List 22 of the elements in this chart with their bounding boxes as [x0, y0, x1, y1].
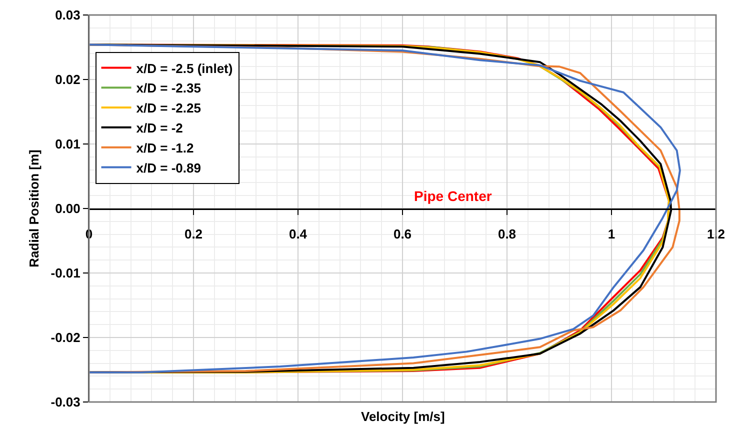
y-tick-label: -0.02 — [50, 330, 80, 346]
y-tick-label: 0.00 — [55, 201, 80, 216]
x-tick-label: 1.2 — [706, 226, 726, 242]
y-tick-label: -0.03 — [50, 394, 80, 410]
legend-label: x/D = -2.25 — [136, 100, 201, 116]
legend-label: x/D = -2 — [136, 120, 183, 136]
x-tick-label: 0.2 — [184, 226, 203, 242]
x-tick-label: 1 — [608, 226, 616, 242]
legend-label: x/D = -2.35 — [136, 80, 201, 96]
x-axis-title: Velocity [m/s] — [361, 409, 445, 424]
legend-label: x/D = -0.89 — [136, 160, 201, 176]
y-tick-label: -0.01 — [50, 266, 80, 281]
y-tick-label: 0.03 — [55, 8, 80, 23]
legend-label: x/D = -1.2 — [136, 140, 194, 156]
x-tick-label: 0.4 — [288, 226, 308, 242]
legend-label: x/D = -2.5 (inlet) — [136, 60, 233, 76]
y-axis-title: Radial Position [m] — [26, 150, 42, 268]
annotation: Pipe Center — [414, 188, 492, 204]
x-tick-label: 0.8 — [498, 226, 516, 242]
x-tick-label: 0.6 — [393, 226, 412, 242]
y-tick-label: 0.02 — [55, 72, 80, 88]
y-tick-label: 0.01 — [55, 136, 80, 152]
